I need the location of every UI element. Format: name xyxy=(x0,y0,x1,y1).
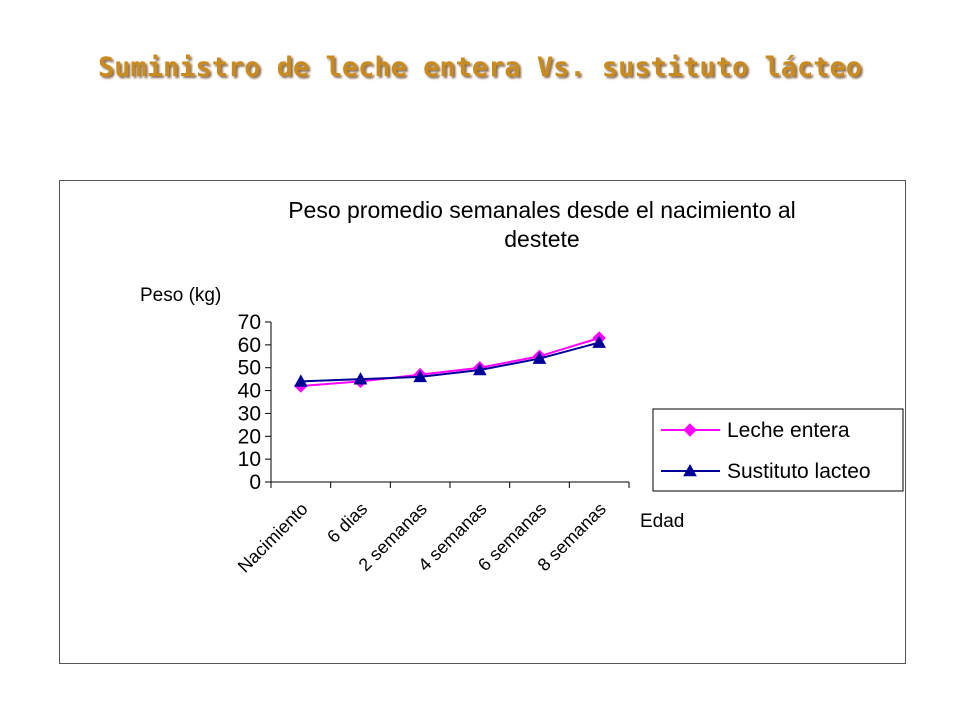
legend-box xyxy=(652,408,904,492)
series-point-sustituto-lacteo xyxy=(353,372,368,385)
legend: Leche entera Sustituto lacteo xyxy=(652,408,904,492)
slide-title: Suministro de leche entera Vs. sustituto… xyxy=(97,52,862,83)
legend-marker-leche-entera xyxy=(683,423,697,437)
chart-frame: Peso promedio semanales desde el nacimie… xyxy=(59,180,906,664)
legend-label-sustituto-lacteo: Sustituto lacteo xyxy=(727,460,871,483)
x-axis-label: Edad xyxy=(640,511,684,532)
y-tick-label: 30 xyxy=(238,402,261,425)
legend-label-leche-entera: Leche entera xyxy=(727,419,850,442)
y-tick-label: 10 xyxy=(238,448,261,471)
chart-title-line-1: Peso promedio semanales desde el nacimie… xyxy=(288,197,796,223)
x-tick-label: Nacimiento xyxy=(234,499,312,577)
legend-items xyxy=(661,423,720,477)
series-point-sustituto-lacteo xyxy=(413,369,428,383)
chart: Peso promedio semanales desde el nacimie… xyxy=(140,197,904,577)
x-tick-label: 6 dias xyxy=(323,499,371,547)
y-axis-label: Peso (kg) xyxy=(140,285,221,306)
series-line-sustituto-lacteo xyxy=(300,341,600,383)
series-point-sustituto-lacteo xyxy=(532,351,547,364)
legend-marker-sustituto-lacteo xyxy=(683,463,697,477)
y-tick-label: 0 xyxy=(249,471,261,494)
series-point-sustituto-lacteo xyxy=(592,335,607,348)
series-point-sustituto-lacteo xyxy=(293,374,308,387)
y-tick-label: 20 xyxy=(238,425,261,448)
series-point-sustituto-lacteo xyxy=(472,362,487,376)
chart-title-line-2: destete xyxy=(504,226,579,252)
y-tick-label: 50 xyxy=(238,357,261,380)
y-tick-label: 70 xyxy=(238,311,261,334)
y-tick-label: 60 xyxy=(238,334,261,357)
series-line-leche-entera xyxy=(300,337,600,387)
y-tick-label: 40 xyxy=(238,380,261,403)
series-layer xyxy=(293,331,607,393)
